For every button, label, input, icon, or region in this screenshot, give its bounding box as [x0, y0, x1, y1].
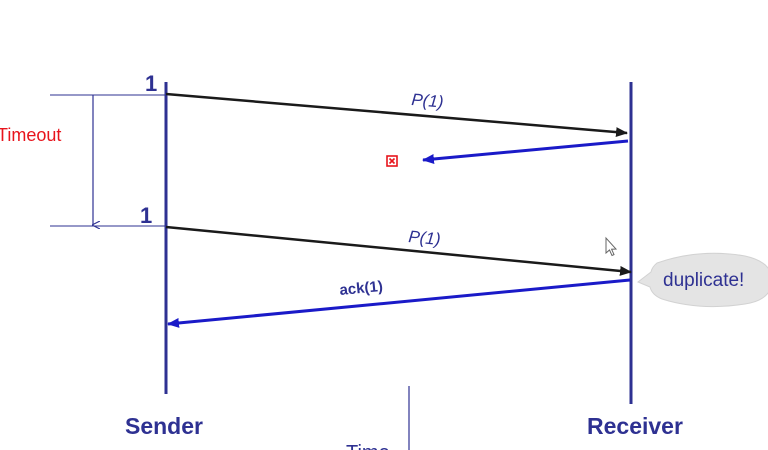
receiver-label: Receiver: [587, 413, 683, 439]
lost-ack-arrow: [422, 139, 629, 164]
duplicate-callout: duplicate!: [637, 252, 768, 308]
duplicate-callout-text: duplicate!: [663, 270, 744, 291]
second-sequence-number: 1: [140, 203, 152, 228]
sender-label: Sender: [125, 413, 203, 439]
timeout-label: Timeout: [0, 125, 61, 145]
ack-label: ack(1): [339, 278, 384, 299]
first-sequence-number: 1: [145, 71, 157, 96]
ack-arrow: [167, 278, 631, 328]
second-packet-label: P(1): [408, 227, 442, 249]
time-axis-label: Time: [346, 442, 390, 450]
first-packet-arrow: [165, 92, 628, 138]
cursor-pointer-icon: [605, 236, 618, 257]
first-packet-label: P(1): [411, 90, 445, 112]
lost-packet-icon: [386, 155, 398, 167]
second-packet-arrow: [165, 225, 632, 276]
